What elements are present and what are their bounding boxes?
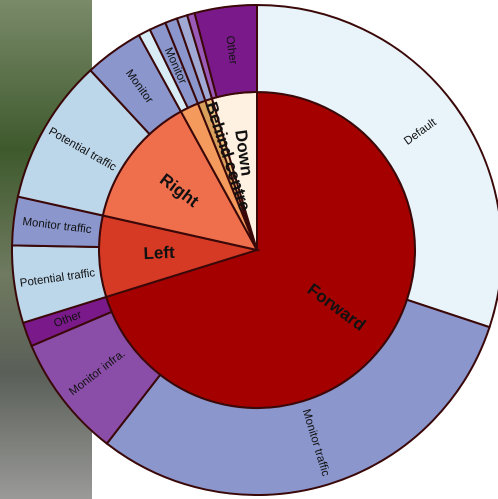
chart: ForwardDefaultMonitor trafficMonitor inf… xyxy=(0,0,498,499)
inner-label: Left xyxy=(143,243,175,263)
